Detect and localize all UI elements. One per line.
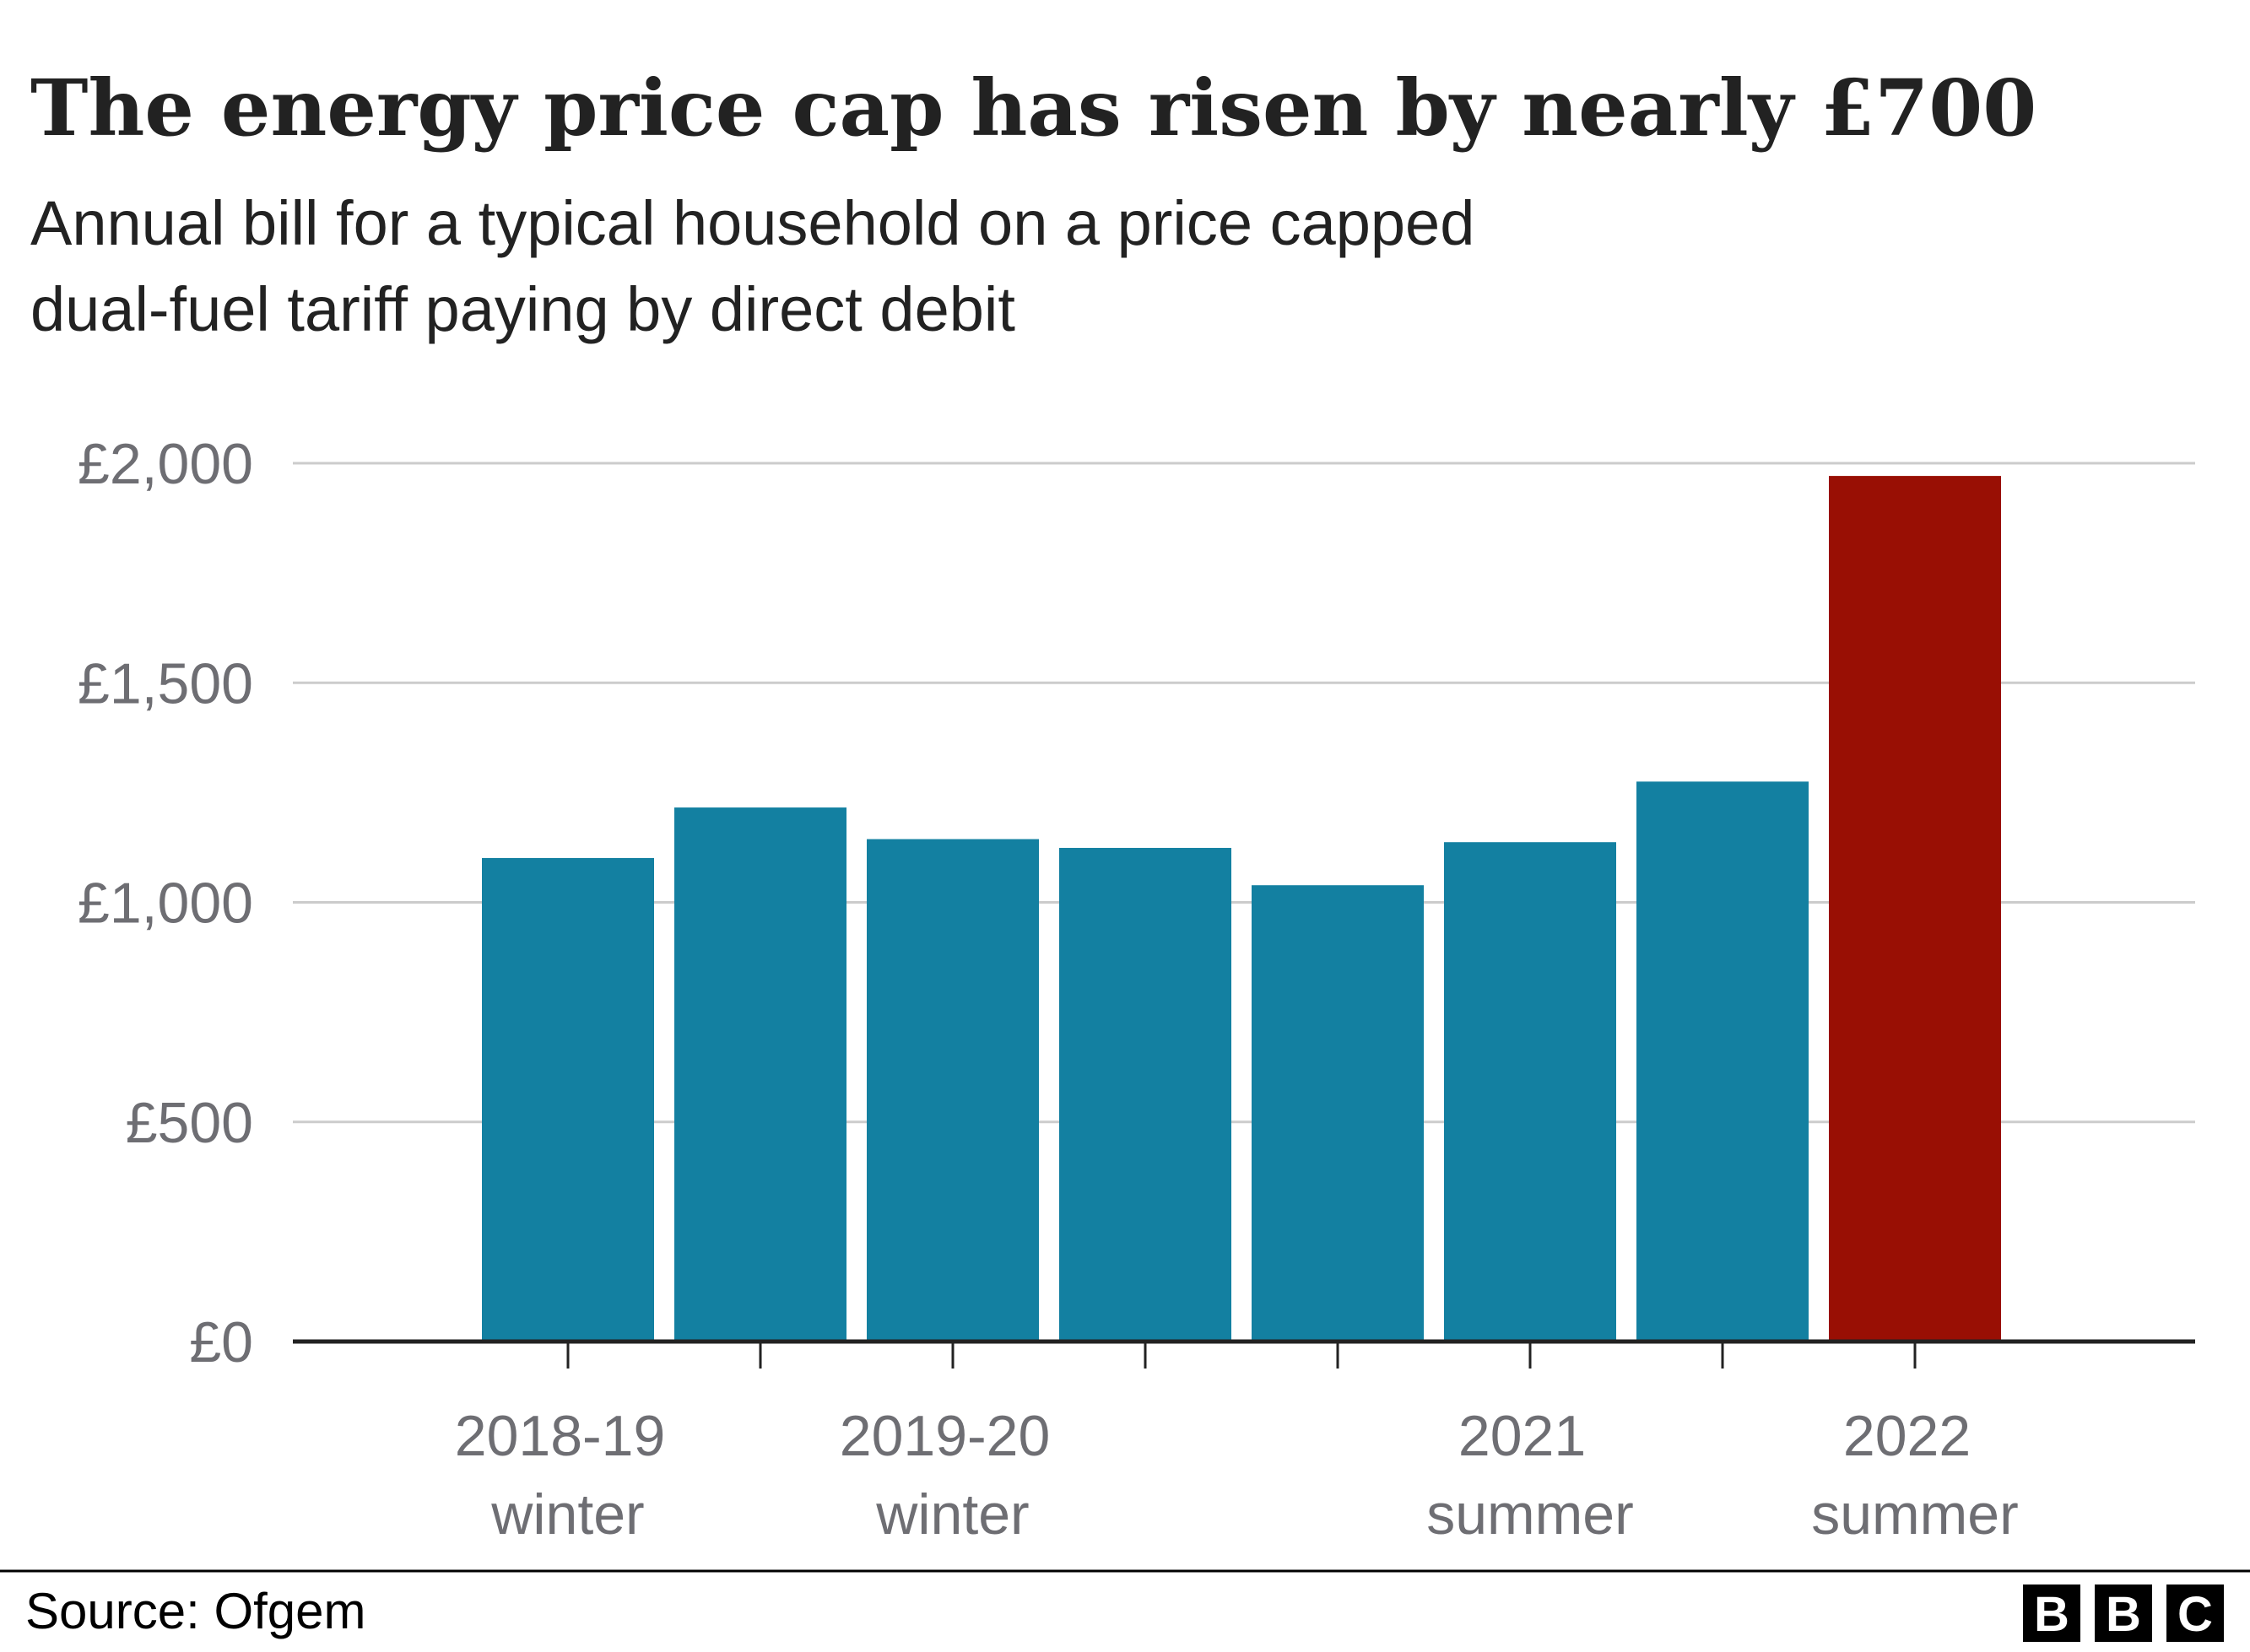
logo-box (2166, 1585, 2224, 1642)
x-tick-label: 2018-19 winter (455, 1404, 681, 1547)
bar (1059, 847, 1231, 1342)
bar (1444, 842, 1616, 1342)
chart-subtitle: Annual bill for a typical household on a… (30, 188, 1474, 258)
chart-title: The energy price cap has risen by nearly… (30, 62, 2036, 154)
y-tick-label: £2,000 (78, 432, 253, 496)
y-tick-label: £1,000 (78, 872, 253, 936)
x-tick-label: 2021 summer (1426, 1404, 1634, 1547)
y-tick-label: £0 (189, 1310, 253, 1374)
source: Source: Ofgem (25, 1583, 366, 1639)
x-tick-label: 2019-20 winter (840, 1404, 1066, 1547)
bar (482, 857, 654, 1342)
x-tick-label: 2022 summer (1811, 1404, 2019, 1547)
y-tick-label: £1,500 (78, 651, 253, 715)
bar (1636, 781, 1809, 1342)
chart-subtitle: dual-fuel tariff paying by direct debit (30, 274, 1015, 344)
bar (1829, 476, 2001, 1342)
logo: BBC (2034, 1587, 2213, 1642)
bar (1252, 885, 1424, 1342)
logo-box (2095, 1585, 2152, 1642)
bar (674, 807, 846, 1342)
logo-box (2023, 1585, 2080, 1642)
y-tick-label: £500 (126, 1091, 253, 1155)
bar (867, 839, 1039, 1342)
